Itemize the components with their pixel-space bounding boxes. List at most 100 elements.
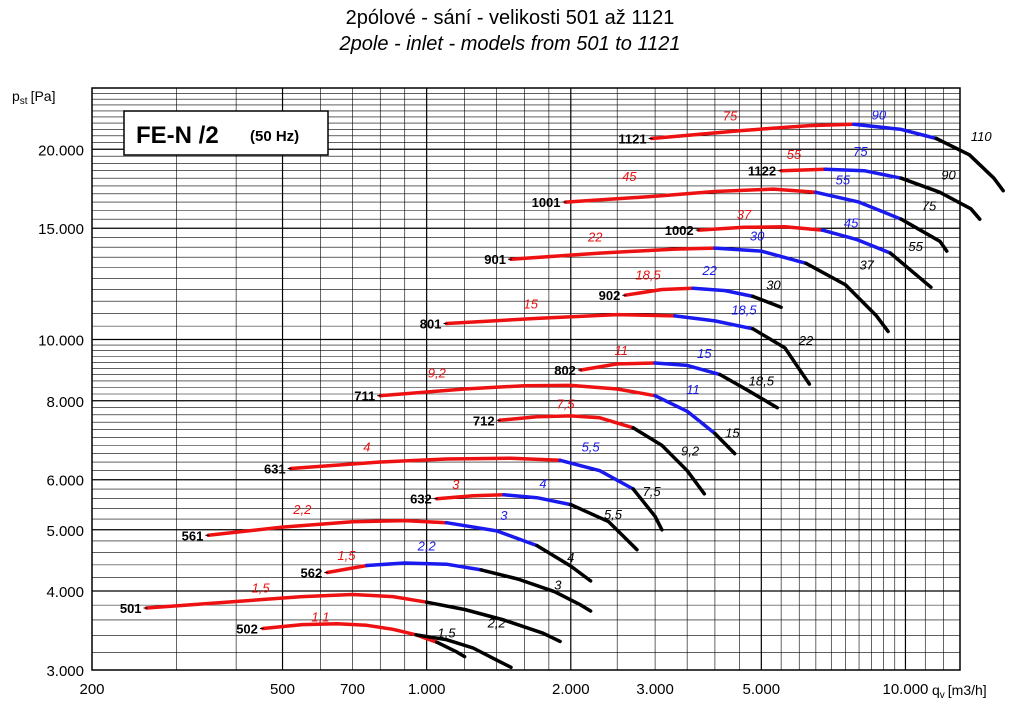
power-label: 22 — [798, 333, 814, 348]
power-label: 55 — [787, 147, 802, 162]
curve-segment-502 — [435, 640, 467, 659]
series-501: 501 1,5 2,2 — [120, 580, 562, 644]
power-label: 11 — [615, 343, 629, 358]
power-label: 22 — [701, 263, 717, 278]
y-tick-label: 5.000 — [46, 523, 84, 540]
power-label: 3 — [452, 477, 460, 492]
power-label: 1,5 — [252, 580, 271, 595]
power-label: 55 — [908, 239, 923, 254]
x-axis-label-unit: [m3/h] — [948, 682, 987, 698]
model-label-1122: 1122 — [748, 164, 776, 179]
chart-title-block: 2pólové - sání - velikosti 501 až 1121 2… — [0, 5, 1020, 57]
curve-segment-1122 — [823, 167, 903, 180]
curve-segment-1121 — [649, 122, 856, 141]
power-label: 1,5 — [437, 625, 456, 640]
curve-segment-902 — [691, 286, 755, 299]
x-tick-label: 2.000 — [552, 681, 590, 698]
power-label: 2,2 — [292, 502, 312, 517]
power-label: 45 — [844, 215, 859, 230]
power-label: 45 — [622, 169, 637, 184]
power-label: 75 — [922, 199, 937, 214]
series-902: 902 18,5 22 30 — [599, 263, 783, 309]
curve-segment-902 — [751, 294, 783, 309]
curve-segment-711 — [653, 393, 717, 436]
power-label: 7,5 — [556, 396, 575, 411]
x-tick-label: 5.000 — [743, 681, 781, 698]
curve-segment-711 — [378, 383, 657, 398]
x-tick-label: 500 — [270, 681, 295, 698]
curve-segment-1122 — [899, 176, 982, 221]
curve-segment-1002 — [820, 228, 893, 255]
power-label: 18,5 — [749, 374, 775, 389]
power-label: 1,5 — [337, 548, 356, 563]
series-802: 802 11 15 18,5 — [554, 343, 780, 410]
model-label-711: 711 — [354, 389, 375, 404]
curve-segment-802 — [718, 372, 780, 410]
y-tick-label: 8.000 — [46, 394, 84, 411]
curve-segment-802 — [653, 361, 722, 377]
model-label-1001: 1001 — [532, 195, 561, 210]
series-632: 632 3 4 5,5 — [410, 476, 639, 552]
curve-segment-801 — [751, 327, 812, 386]
series-502: 502 1,1 1,5 — [236, 609, 467, 659]
grid — [91, 87, 961, 671]
power-label: 5,5 — [582, 440, 601, 455]
model-label-501: 501 — [120, 601, 142, 616]
curve-segment-501 — [424, 600, 562, 644]
power-label: 5,5 — [604, 507, 623, 522]
power-label: 2,2 — [487, 616, 507, 631]
curve-segment-1121 — [934, 136, 1005, 193]
power-label: 4 — [363, 440, 370, 455]
series-1002: 1002 37 45 55 — [665, 207, 933, 289]
curve-segment-1002 — [696, 225, 824, 232]
x-axis-label-sub: v — [940, 690, 945, 701]
series-1001: 1001 45 55 75 — [532, 169, 949, 253]
x-tick-label: 700 — [340, 681, 365, 698]
model-label-801: 801 — [420, 317, 442, 332]
x-axis-label-main: q — [932, 682, 940, 698]
x-tick-label: 200 — [79, 681, 104, 698]
curve-segment-562 — [365, 561, 483, 572]
series-712: 712 7,5 9,2 — [473, 396, 707, 496]
series-901: 901 22 30 37 — [484, 228, 890, 334]
power-label: 75 — [853, 144, 868, 159]
power-label: 90 — [872, 107, 887, 122]
series-631: 631 4 5,5 7,5 — [264, 440, 664, 532]
curve-segment-561 — [535, 543, 593, 583]
power-label: 4 — [539, 476, 546, 491]
power-label: 15 — [524, 296, 539, 311]
series-711: 711 9,2 11 15 — [354, 366, 740, 456]
curve-segment-632 — [569, 502, 639, 552]
power-label: 18,5 — [635, 267, 661, 282]
y-axis-label-sub: st — [20, 96, 28, 107]
y-tick-label: 4.000 — [46, 584, 84, 601]
curve-segment-562 — [325, 563, 369, 575]
series-801: 801 15 18,5 22 — [420, 296, 814, 386]
power-label: 15 — [725, 425, 740, 440]
plot-frame — [91, 87, 961, 671]
curve-segment-502 — [261, 622, 439, 644]
power-label: 90 — [941, 168, 956, 183]
y-tick-label: 10.000 — [38, 333, 84, 350]
y-tick-label: 6.000 — [46, 473, 84, 490]
power-label: 30 — [750, 228, 765, 243]
chart-subtitle: 2pole - inlet - models from 501 to 1121 — [339, 33, 681, 55]
curve-segment-631 — [558, 458, 635, 491]
model-label-562: 562 — [301, 565, 323, 580]
power-label: 110 — [971, 129, 992, 144]
curve-segment-631 — [288, 456, 562, 471]
curve-segment-631 — [631, 487, 664, 532]
curve-segment-1002 — [888, 251, 933, 289]
curve-segment-502 — [414, 633, 513, 670]
curve-segment-1001 — [814, 190, 903, 221]
tick-labels: 200 500 700 1.000 2.000 3.000 5.000 10.000 3.000… — [38, 142, 928, 698]
curve-segment-561 — [206, 518, 449, 538]
badge: FE-N /2 (50 Hz) — [123, 110, 329, 156]
x-axis-label: qv [m3/h] — [932, 682, 987, 701]
series-561: 561 2,2 3 4 — [182, 502, 593, 583]
curve-segment-901 — [509, 246, 717, 261]
curve-segment-1121 — [852, 122, 939, 141]
curve-segment-561 — [444, 520, 539, 548]
power-label: 3 — [554, 578, 562, 593]
